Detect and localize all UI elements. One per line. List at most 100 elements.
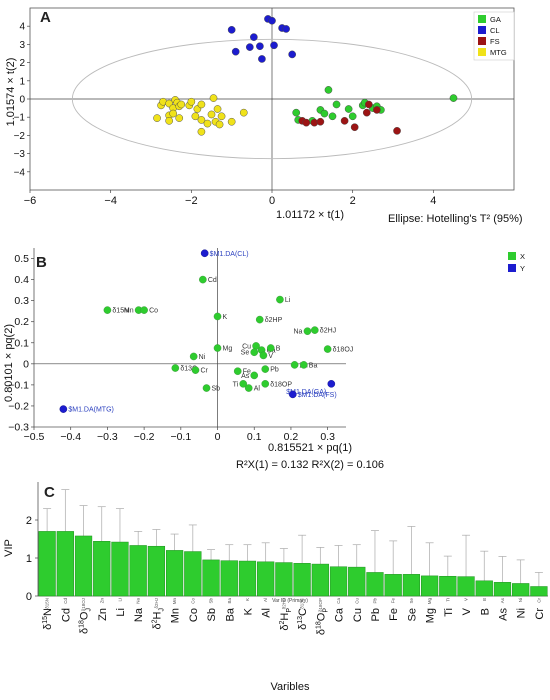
panel-c-category-label: Ba: [224, 607, 236, 621]
panel-c-bar: [384, 574, 402, 597]
panel-c-bar: [329, 566, 348, 597]
panel-a-xlabel: 1.01172 × t(1): [276, 209, 344, 221]
panel-c-category-label: Fe: [388, 608, 400, 621]
panel-b-footer: R²X(1) = 0.132 R²X(2) = 0.106: [236, 459, 384, 471]
panel-b-x-point: [213, 312, 222, 321]
panel-b-x-point-label: Mn: [124, 308, 134, 315]
panel-c-inner-tick-label: Fe: [391, 598, 396, 604]
panel-a-ylabel: 1.01574 × t(2): [5, 58, 17, 127]
panel-a-ytick-label: −3: [14, 149, 26, 160]
panel-b-xtick-label: −0.3: [97, 431, 118, 443]
panel-b-ytick-label: 0.2: [14, 316, 29, 328]
panel-b-legend-label: Y: [520, 264, 525, 273]
panel-b-ytick-label: 0.5: [14, 253, 29, 265]
panel-b-x-point: [266, 344, 275, 352]
panel-c-bar: [74, 535, 93, 597]
panel-c-inner-tick-label: B: [482, 598, 487, 601]
panel-b-ytick-label: 0.3: [14, 295, 29, 307]
panel-b-xtick-label: −0.5: [24, 431, 45, 443]
panel-c-category-label: As: [497, 608, 509, 621]
panel-b-x-point: [310, 326, 319, 334]
panel-a-point-cl: [282, 25, 290, 33]
panel-a-point-mtg: [153, 114, 161, 122]
panel-b-x-point: [199, 275, 207, 284]
panel-b-x-point-label: Co: [149, 308, 158, 315]
panel-b-x-point-label: δ15N: [112, 308, 129, 315]
panel-c-bar: [402, 574, 421, 597]
panel-b-x-point-label: Na: [294, 329, 303, 336]
panel-a-ytick-label: 1: [19, 76, 25, 87]
panel-a-point-mtg: [165, 117, 173, 125]
panel-b-x-point: [189, 352, 198, 361]
panel-b-ytick-label: 0: [23, 358, 29, 370]
panel-a-point-cl: [256, 42, 264, 51]
panel-a-point-ga: [292, 108, 301, 117]
panel-a-ytick-label: 3: [19, 40, 25, 51]
panel-a-legend-label: CL: [490, 26, 500, 35]
panel-b-x-point-label: Li: [285, 297, 291, 304]
panel-c-category-label: Al: [261, 608, 273, 618]
panel-c-category-label: Zn: [97, 608, 109, 621]
panel-c-category-label: Co: [188, 608, 200, 622]
panel-b-x-point-label: Cd: [208, 277, 217, 284]
panel-c-bar: [293, 563, 311, 597]
panel-b-x-point: [276, 295, 284, 304]
panel-a-point-mtg: [187, 97, 196, 106]
panel-a-point-cl: [268, 16, 276, 25]
panel-a-point-mtg: [227, 117, 236, 126]
panel-a-point-fs: [302, 118, 311, 127]
panel-a-point-mtg: [203, 119, 212, 128]
panel-c-category-label: δ2HP: [279, 608, 293, 631]
panel-c-inner-tick-label: δ2HP: [281, 598, 286, 609]
panel-b-y-point: [288, 390, 297, 399]
panel-b-x-point: [239, 380, 248, 388]
panel-b-x-point: [171, 364, 180, 372]
panel-b-label: B: [36, 254, 47, 271]
panel-b-x-point-label: Fe: [243, 369, 251, 376]
panel-c-ytick-label: 0: [26, 591, 32, 603]
panel-b-xlabel: 0.815521 × pq(1): [268, 442, 352, 454]
panel-a-point-mtg: [177, 100, 186, 109]
panel-c-bar: [530, 586, 548, 597]
panel-c-bar: [111, 541, 129, 597]
panel-a-point-cl: [245, 43, 254, 51]
panel-a-ytick-label: 0: [19, 95, 25, 106]
panel-a-point-cl: [270, 41, 278, 50]
panel-a-point-mtg: [191, 112, 200, 121]
panel-a-legend-swatch: [478, 48, 486, 56]
panel-c-inner-tick-label: Se: [409, 598, 414, 604]
panel-a-xtick-label: 0: [269, 195, 275, 207]
panel-b-x-point-label: Ba: [309, 362, 318, 369]
panel-c-inner-tick-label: Ca: [336, 598, 341, 604]
panel-c-category-label: Ti: [443, 608, 455, 617]
panel-c-inner-tick-label: Cu: [354, 598, 359, 604]
panel-c-bar: [257, 561, 275, 597]
panel-a-point-cl: [231, 47, 240, 56]
panel-b-xtick-label: 0: [215, 431, 221, 443]
panel-a-ellipse: [71, 38, 473, 160]
panel-c-ytick-label: 1: [26, 553, 32, 565]
panel-c-inner-tick-label: As: [500, 597, 505, 603]
panel-a-xtick-label: −6: [24, 195, 37, 207]
panel-b-x-point: [323, 345, 332, 353]
panel-c-bar: [420, 575, 439, 597]
panel-b-y-point-label: $M1.DA(CL): [210, 251, 249, 258]
panel-b-x-point: [299, 361, 308, 369]
panel-a-label: A: [40, 9, 51, 26]
panel-b-x-point-label: δ18OJ: [333, 347, 354, 354]
panel-b-x-point-label: Al: [254, 386, 261, 393]
panel-c-category-label: V: [461, 607, 473, 615]
panel-b-legend-label: X: [520, 252, 525, 261]
panel-c-category-label: δ15N: [42, 608, 54, 630]
panel-c-inner-tick-label: δ18OJ: [81, 598, 86, 611]
panel-b-y-point-label: $M1.DA(GA): [286, 389, 326, 396]
panel-b-x-point: [202, 384, 211, 392]
panel-c-category-label: Pb: [370, 608, 382, 621]
panel-c-category-label: Se: [406, 608, 418, 621]
panel-a-legend-label: GA: [490, 15, 501, 24]
panel-a-point-ga: [348, 112, 357, 121]
panel-c-inner-tick-label: Na: [136, 598, 141, 604]
panel-b-legend-swatch: [508, 252, 516, 260]
panel-b: B 0.80101 × pq(2) 0.815521 × pq(1) R²X(1…: [3, 248, 525, 471]
panel-c-category-label: δ18OP: [315, 608, 329, 635]
